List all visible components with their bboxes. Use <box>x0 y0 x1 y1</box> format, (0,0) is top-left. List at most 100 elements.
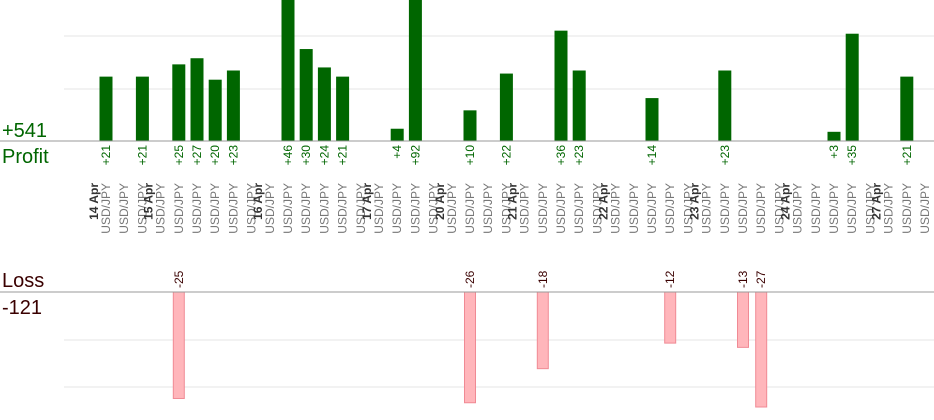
pair-tick-label: USD/JPY <box>845 183 859 234</box>
pair-tick-label: USD/JPY <box>390 183 404 234</box>
pair-tick-label: USD/JPY <box>718 183 732 234</box>
profit-bar <box>390 128 404 141</box>
pair-tick-label: USD/JPY <box>154 183 168 234</box>
profit-value-label: +23 <box>226 145 240 166</box>
pair-tick-label: USD/JPY <box>190 183 204 234</box>
profit-value-label: +25 <box>172 145 186 166</box>
profit-value-label: +21 <box>135 145 149 166</box>
profit-bar <box>281 0 295 141</box>
pair-tick-label: USD/JPY <box>299 183 313 234</box>
profit-bar <box>226 70 240 141</box>
pair-tick-label: USD/JPY <box>135 183 149 234</box>
pair-tick-label: USD/JPY <box>226 183 240 234</box>
profit-bar <box>336 76 350 141</box>
profit-value-label: +10 <box>463 145 477 166</box>
pair-tick-label: USD/JPY <box>554 183 568 234</box>
loss-value-label: -26 <box>463 270 477 288</box>
pair-tick-label: USD/JPY <box>518 183 532 234</box>
profit-bar <box>572 70 586 141</box>
date-tick-label: 14 Apr <box>87 183 101 220</box>
date-tick-label: 17 Apr <box>360 183 374 220</box>
pair-tick-label: USD/JPY <box>536 183 550 234</box>
profit-value-label: +30 <box>299 145 313 166</box>
profit-value-label: +46 <box>281 145 295 166</box>
profit-value-label: +21 <box>900 145 914 166</box>
profit-value-label: +22 <box>499 145 513 166</box>
pair-tick-label: USD/JPY <box>445 183 459 234</box>
pair-tick-label: USD/JPY <box>336 183 350 234</box>
pair-tick-label: USD/JPY <box>208 183 222 234</box>
profit-bar <box>190 58 204 141</box>
profit-value-label: +3 <box>827 145 841 159</box>
profit-bar <box>827 131 841 141</box>
date-tick-label: 16 Apr <box>251 183 265 220</box>
pair-tick-label: USD/JPY <box>408 183 422 234</box>
pair-tick-label: USD/JPY <box>681 183 695 234</box>
profit-value-label: +21 <box>336 145 350 166</box>
profit-value-label: +20 <box>208 145 222 166</box>
profit-bar <box>463 110 477 141</box>
pair-tick-label: USD/JPY <box>627 183 641 234</box>
pair-tick-label: USD/JPY <box>863 183 877 234</box>
pair-tick-label: USD/JPY <box>572 183 586 234</box>
pair-tick-label: USD/JPY <box>645 183 659 234</box>
profit-value-label: +4 <box>390 145 404 159</box>
date-tick-label: 15 Apr <box>142 183 156 220</box>
pair-tick-label: USD/JPY <box>900 183 914 234</box>
profit-bar <box>299 49 313 141</box>
profit-bar <box>208 79 222 141</box>
date-tick-label: 27 Apr <box>870 183 884 220</box>
pair-tick-label: USD/JPY <box>427 183 441 234</box>
profit-value-label: +24 <box>317 145 331 166</box>
loss-value-label: -12 <box>663 270 677 288</box>
pair-tick-label: USD/JPY <box>590 183 604 234</box>
profit-value-label: +21 <box>99 145 113 166</box>
pair-tick-label: USD/JPY <box>263 183 277 234</box>
profit-value-label: +14 <box>645 145 659 166</box>
pair-tick-label: USD/JPY <box>463 183 477 234</box>
profit-title: Profit <box>2 146 49 168</box>
profit-bar <box>408 0 422 141</box>
date-tick-label: 23 Apr <box>688 183 702 220</box>
date-tick-labels: 14 Apr 15 Apr 16 Apr 17 Apr 20 Apr 21 Apr 22 A… <box>87 183 884 220</box>
profit-bar <box>718 70 732 141</box>
pair-tick-label: USD/JPY <box>281 183 295 234</box>
profit-bar <box>99 76 113 141</box>
pair-tick-label: USD/JPY <box>663 183 677 234</box>
pair-tick-label: USD/JPY <box>918 183 932 234</box>
pair-tick-label: USD/JPY <box>882 183 896 234</box>
pair-tick-label: USD/JPY <box>99 183 113 234</box>
profit-bar <box>499 73 513 141</box>
pair-tick-label: USD/JPY <box>499 183 513 234</box>
loss-value-label: -27 <box>754 270 768 288</box>
loss-bar <box>172 291 185 399</box>
loss-bar <box>664 291 677 344</box>
profit-bar <box>554 30 568 141</box>
date-tick-label: 21 Apr <box>506 183 520 220</box>
profit-bars <box>99 0 914 141</box>
pair-tick-labels: USD/JPY USD/JPY USD/JPY USD/JPY USD/JPY USD/J… <box>99 183 932 234</box>
pair-tick-label: USD/JPY <box>700 183 714 234</box>
profit-value-label: +36 <box>554 145 568 166</box>
pair-tick-label: USD/JPY <box>172 183 186 234</box>
pair-tick-label: USD/JPY <box>809 183 823 234</box>
date-tick-label: 20 Apr <box>433 183 447 220</box>
profit-bar <box>645 98 659 141</box>
pair-tick-label: USD/JPY <box>317 183 331 234</box>
profit-bar <box>900 76 914 141</box>
loss-bar <box>737 291 749 348</box>
loss-bars <box>172 291 768 408</box>
loss-bar <box>755 291 768 408</box>
pair-tick-label: USD/JPY <box>481 183 495 234</box>
profit-value-label: +27 <box>190 145 204 166</box>
loss-title: Loss <box>2 270 44 292</box>
profit-value-label: +92 <box>408 145 422 166</box>
loss-value-labels: -25 -26 -18 -12 -13 -27 <box>172 270 768 288</box>
profit-bar <box>845 33 859 141</box>
loss-total: -121 <box>2 297 42 319</box>
pair-tick-label: USD/JPY <box>117 183 131 234</box>
profit-bar <box>135 76 149 141</box>
pair-tick-label: USD/JPY <box>772 183 786 234</box>
loss-value-label: -18 <box>536 270 550 288</box>
